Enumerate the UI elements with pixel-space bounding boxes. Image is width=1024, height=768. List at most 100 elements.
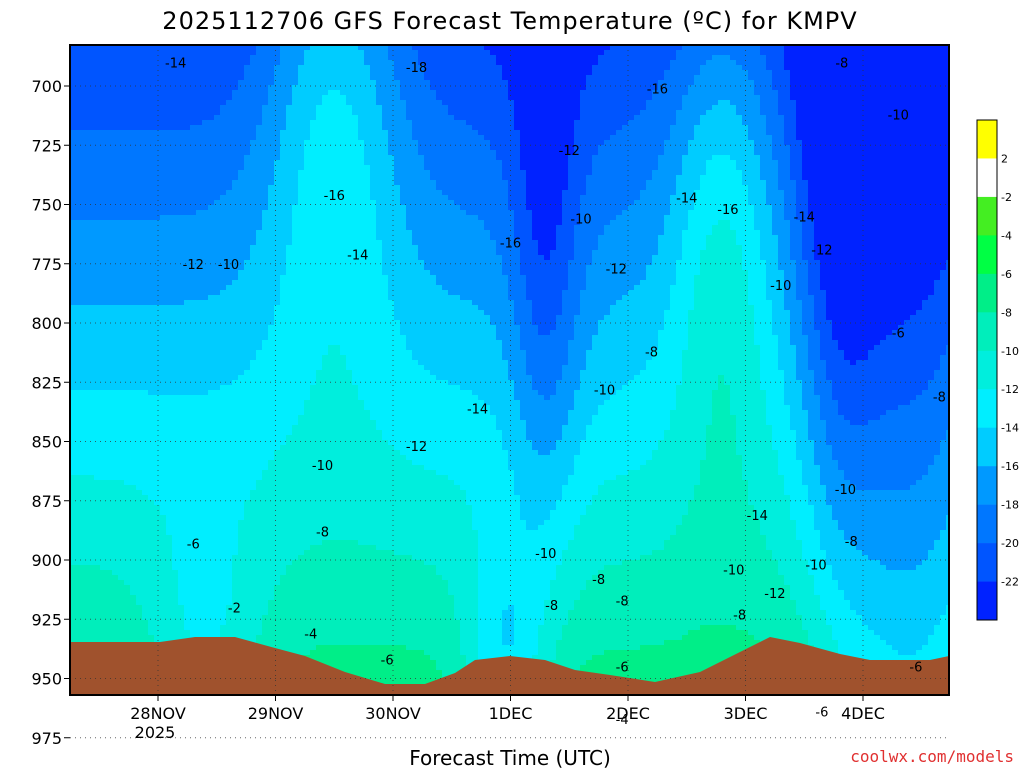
colorbar-swatch bbox=[977, 312, 997, 352]
colorbar-label: -10 bbox=[1001, 345, 1019, 358]
y-tick-label: 775 bbox=[31, 255, 62, 274]
contour-label: -14 bbox=[467, 402, 488, 417]
colorbar-swatch bbox=[977, 427, 997, 467]
x-tick-label: 3DEC bbox=[724, 704, 768, 723]
y-tick-label: 975 bbox=[31, 729, 62, 748]
contour-label: -18 bbox=[406, 61, 427, 76]
contour-label: -6 bbox=[815, 706, 828, 721]
colorbar-label: 2 bbox=[1001, 152, 1008, 165]
colorbar-swatch bbox=[977, 543, 997, 582]
contour-label: -12 bbox=[811, 244, 832, 259]
contour-label: -16 bbox=[647, 82, 668, 97]
colorbar-label: -20 bbox=[1001, 537, 1019, 550]
colorbar-label: -14 bbox=[1001, 422, 1019, 435]
contour-label: -8 bbox=[933, 390, 946, 405]
contour-labels: -14 -18 -16 -16 -12 -12 -10 -14 -16 -10 -12 -14 -16 -… bbox=[165, 56, 946, 727]
y-tick-label: 850 bbox=[31, 433, 62, 452]
contour-label: -4 bbox=[304, 627, 317, 642]
contour-label: -10 bbox=[835, 483, 856, 498]
y-tick-label: 700 bbox=[31, 77, 62, 96]
contour-label: -12 bbox=[406, 440, 427, 455]
y-tick-label: 825 bbox=[31, 373, 62, 392]
colorbar-label: -12 bbox=[1001, 383, 1019, 396]
contour-label: -8 bbox=[733, 609, 746, 624]
colorbar-label: -2 bbox=[1001, 191, 1012, 204]
terrain-ground bbox=[70, 637, 949, 695]
contour-label: -14 bbox=[676, 191, 697, 206]
plot-frame bbox=[69, 44, 950, 696]
x-tick-label: 2DEC bbox=[606, 704, 650, 723]
colorbar-label: -16 bbox=[1001, 460, 1019, 473]
contour-label: -10 bbox=[805, 559, 826, 574]
temperature-field bbox=[70, 45, 949, 695]
colorbar-label: -4 bbox=[1001, 229, 1012, 242]
colorbar-swatch bbox=[977, 389, 997, 428]
contour-label: -10 bbox=[723, 563, 744, 578]
colorbar-label: -22 bbox=[1001, 576, 1019, 589]
contour-label: -10 bbox=[218, 258, 239, 273]
contour-label: -10 bbox=[770, 279, 791, 294]
contour-label: -8 bbox=[835, 56, 848, 71]
colorbar-swatch bbox=[977, 158, 997, 198]
colorbar-swatch bbox=[977, 196, 997, 236]
colorbar-swatch bbox=[977, 273, 997, 313]
contour-label: -16 bbox=[717, 203, 738, 218]
y-tick-label: 750 bbox=[31, 196, 62, 215]
colorbar-swatch bbox=[977, 120, 997, 159]
credit-link[interactable]: coolwx.com/models bbox=[850, 747, 1014, 766]
contour-label: -16 bbox=[324, 189, 345, 204]
contour-label: -14 bbox=[747, 509, 768, 524]
contour-label: -14 bbox=[794, 210, 815, 225]
contour-label: -10 bbox=[535, 547, 556, 562]
contour-label: -6 bbox=[381, 654, 394, 669]
y-tick-label: 950 bbox=[31, 670, 62, 689]
y-tick-label: 725 bbox=[31, 136, 62, 155]
contour-label: -8 bbox=[545, 599, 558, 614]
contour-label: -12 bbox=[559, 144, 580, 159]
x-tick-label: 4DEC bbox=[841, 704, 885, 723]
contour-label: -8 bbox=[316, 526, 329, 541]
contour-label: -8 bbox=[645, 345, 658, 360]
contour-label: -8 bbox=[845, 535, 858, 550]
contour-label: -8 bbox=[616, 594, 629, 609]
y-tick-label: 925 bbox=[31, 610, 62, 629]
colorbar-swatch bbox=[977, 466, 997, 505]
colorbar-swatch bbox=[977, 581, 997, 621]
plot-area: -14 -18 -16 -16 -12 -12 -10 -14 -16 -10 -12 -14 -16 -… bbox=[69, 44, 950, 739]
x-tick-label: 28NOV bbox=[130, 704, 186, 723]
x-tick-label: 1DEC bbox=[489, 704, 533, 723]
contour-label: -8 bbox=[592, 573, 605, 588]
contour-label: -16 bbox=[500, 236, 521, 251]
x-tick-label: 29NOV bbox=[248, 704, 304, 723]
contour-label: -12 bbox=[183, 258, 204, 273]
contour-label: -4 bbox=[616, 713, 629, 728]
contour-label: -6 bbox=[616, 661, 629, 676]
contour-label: -10 bbox=[594, 383, 615, 398]
y-tick-label: 800 bbox=[31, 314, 62, 333]
contour-label: -12 bbox=[764, 587, 785, 602]
grid-lines bbox=[70, 45, 949, 739]
x-tick-label: 30NOV bbox=[365, 704, 421, 723]
chart-title: 2025112706 GFS Forecast Temperature (ºC)… bbox=[162, 7, 857, 35]
contour-label: -6 bbox=[187, 537, 200, 552]
contour-label: -14 bbox=[347, 248, 368, 263]
x-tick-sublabel: 2025 bbox=[135, 723, 176, 742]
contour-label: -10 bbox=[312, 459, 333, 474]
colorbar-label: -8 bbox=[1001, 306, 1012, 319]
contour-label: -6 bbox=[892, 326, 905, 341]
contour-label: -10 bbox=[570, 213, 591, 228]
colorbar-frame bbox=[976, 119, 998, 621]
colorbar-label: -18 bbox=[1001, 499, 1019, 512]
colorbar-swatch bbox=[977, 235, 997, 275]
colorbar-swatch bbox=[977, 350, 997, 390]
contour-label: -12 bbox=[606, 262, 627, 277]
y-axis: 700 725 750 775 800 825 850 875 900 925 950 975 bbox=[31, 77, 70, 748]
contour-label: -2 bbox=[228, 601, 241, 616]
x-axis-title: Forecast Time (UTC) bbox=[409, 746, 611, 768]
y-tick-label: 900 bbox=[31, 551, 62, 570]
colorbar-swatch bbox=[977, 504, 997, 544]
contour-label: -14 bbox=[165, 56, 186, 71]
contour-label: -10 bbox=[888, 108, 909, 123]
